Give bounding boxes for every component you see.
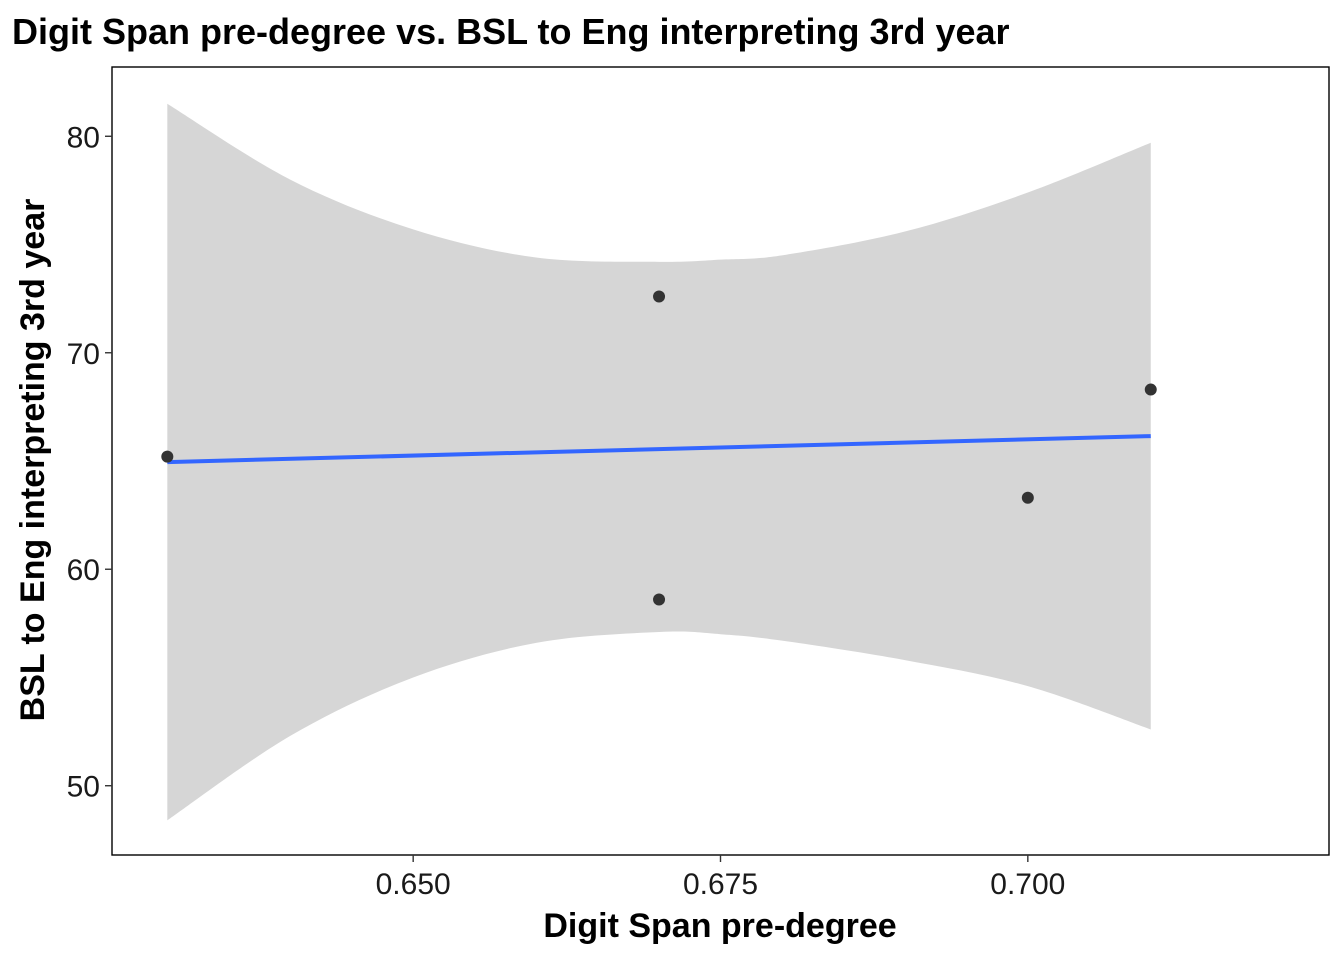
y-tick-label: 80: [67, 121, 100, 154]
x-tick-label: 0.650: [376, 868, 451, 901]
y-tick-label: 70: [67, 338, 100, 371]
data-point: [1021, 491, 1034, 504]
data-point: [653, 290, 666, 303]
y-tick-label: 60: [67, 554, 100, 587]
regression-line: [167, 434, 1151, 465]
chart-title: Digit Span pre-degree vs. BSL to Eng int…: [12, 11, 1010, 52]
y-tick-label: 50: [67, 771, 100, 804]
y-axis-title: BSL to Eng interpreting 3rd year: [14, 199, 52, 722]
data-point: [653, 593, 666, 606]
confidence-band: [167, 103, 1151, 821]
data-point: [161, 450, 174, 463]
x-axis-title: Digit Span pre-degree: [543, 907, 896, 945]
x-tick-label: 0.675: [683, 868, 758, 901]
data-point: [1144, 383, 1157, 396]
plot-area: 0.650 0.675 0.700 50 60 70 80: [67, 66, 1330, 901]
x-tick-label: 0.700: [990, 868, 1065, 901]
